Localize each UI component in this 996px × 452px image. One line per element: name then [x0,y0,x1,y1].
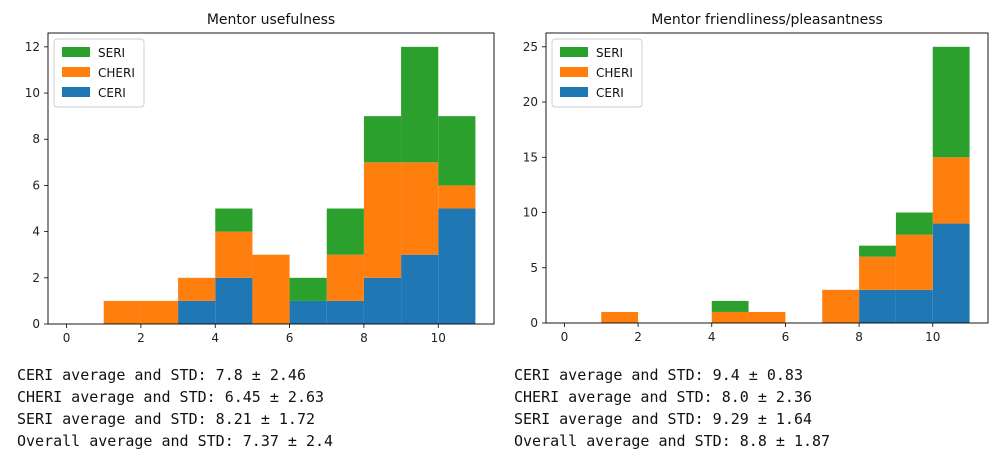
bar-cheri [859,256,896,290]
bar-seri [438,116,476,186]
legend-label: CERI [98,86,126,100]
legend-label: CHERI [596,66,633,80]
x-tick-label: 4 [708,330,716,344]
chart-1: 0 2 4 6 8 10 0 2 4 6 8 10 12 Mentor usefulness SERI CHE… [25,12,495,345]
legend-label: CERI [596,86,624,100]
y-tick-label: 4 [32,225,40,239]
bar-cheri [252,254,290,324]
bar-cheri [326,254,364,301]
y-tick-label: 20 [523,95,538,109]
y-tick-label: 5 [530,261,538,275]
bar-cheri [601,311,639,323]
bar-seri [363,116,402,163]
legend-swatch-ceri [62,87,90,97]
bar-seri [289,277,327,301]
bar-ceri [401,254,439,324]
bar-cheri [363,162,402,278]
bar-seri [932,46,970,158]
legend-swatch-seri [560,47,588,57]
bar-ceri [178,300,216,324]
x-tick-label: 8 [360,331,368,345]
bar-cheri [401,162,439,255]
legend-swatch-seri [62,47,90,57]
bar-cheri [215,231,253,278]
x-tick-label: 4 [211,331,219,345]
x-tick-label: 0 [561,330,569,344]
y-tick-label: 15 [523,150,538,164]
legend-label: CHERI [98,66,135,80]
bar-seri [859,245,896,257]
stats-line: SERI average and STD: 9.29 ± 1.64 [514,410,813,428]
bar-ceri [215,277,253,324]
plot-frame [47,32,495,325]
bar-seri [711,300,749,312]
bar-ceri [326,300,364,324]
legend-swatch-ceri [560,87,588,97]
bar-ceri [859,289,896,323]
stats-left: CERI average and STD: 7.8 ± 2.46 CHERI a… [17,364,333,452]
bar-seri [215,208,253,232]
legend: SERI CHERI CERI [551,38,643,108]
y-tick-label: 10 [25,86,40,100]
stats-line: SERI average and STD: 8.21 ± 1.72 [17,410,316,428]
y-tick-label: 25 [523,40,538,54]
stats-right: CERI average and STD: 9.4 ± 0.83 CHERI a… [514,364,830,452]
stats-line: Overall average and STD: 7.37 ± 2.4 [17,432,334,450]
bar-ceri [895,289,933,323]
stats-line: Overall average and STD: 8.8 ± 1.87 [514,432,831,450]
x-tick-label: 0 [63,331,71,345]
chart-title: Mentor friendliness/pleasantness [651,12,883,28]
legend-label: SERI [596,46,623,60]
bar-ceri [289,300,327,324]
bar-cheri [822,289,860,323]
legend: SERI CHERI CERI [53,38,145,108]
bar-ceri [363,277,402,324]
x-tick-label: 6 [782,330,790,344]
chart-2: 0 2 4 6 8 10 0 5 10 15 20 25 Mentor friendliness/ple… [523,12,989,344]
x-tick-label: 2 [634,330,642,344]
bar-cheri [140,300,179,324]
plot-frame [545,32,989,324]
y-tick-label: 12 [25,40,40,54]
legend-swatch-cheri [560,67,588,77]
bar-cheri [178,277,216,301]
y-tick-label: 8 [32,132,40,146]
bar-seri [895,212,933,235]
stats-line: CHERI average and STD: 8.0 ± 2.36 [514,388,813,406]
x-tick-label: 6 [286,331,294,345]
bar-cheri [711,311,749,323]
bar-seri [326,208,364,255]
bar-cheri [932,157,970,224]
chart-title: Mentor usefulness [207,12,335,28]
y-tick-label: 10 [523,206,538,220]
charts-canvas: 0 2 4 6 8 10 0 2 4 6 8 10 12 Mentor usefulness SERI CHE… [25,12,989,345]
bar-cheri [895,234,933,290]
stats-line: CERI average and STD: 9.4 ± 0.83 [514,366,803,384]
y-tick-label: 0 [530,316,538,330]
stats-line: CHERI average and STD: 6.45 ± 2.63 [17,388,325,406]
x-tick-label: 10 [431,331,446,345]
y-tick-label: 2 [32,271,40,285]
x-tick-label: 2 [137,331,145,345]
bar-ceri [932,223,970,323]
legend-label: SERI [98,46,125,60]
x-tick-label: 10 [925,330,940,344]
legend-swatch-cheri [62,67,90,77]
stats-line: CERI average and STD: 7.8 ± 2.46 [17,366,306,384]
bar-cheri [438,185,476,209]
y-tick-label: 0 [32,317,40,331]
y-tick-label: 6 [32,178,40,192]
x-tick-label: 8 [855,330,863,344]
bar-cheri [103,300,141,324]
bar-cheri [748,311,786,323]
bar-seri [401,46,439,163]
bar-ceri [438,208,476,324]
